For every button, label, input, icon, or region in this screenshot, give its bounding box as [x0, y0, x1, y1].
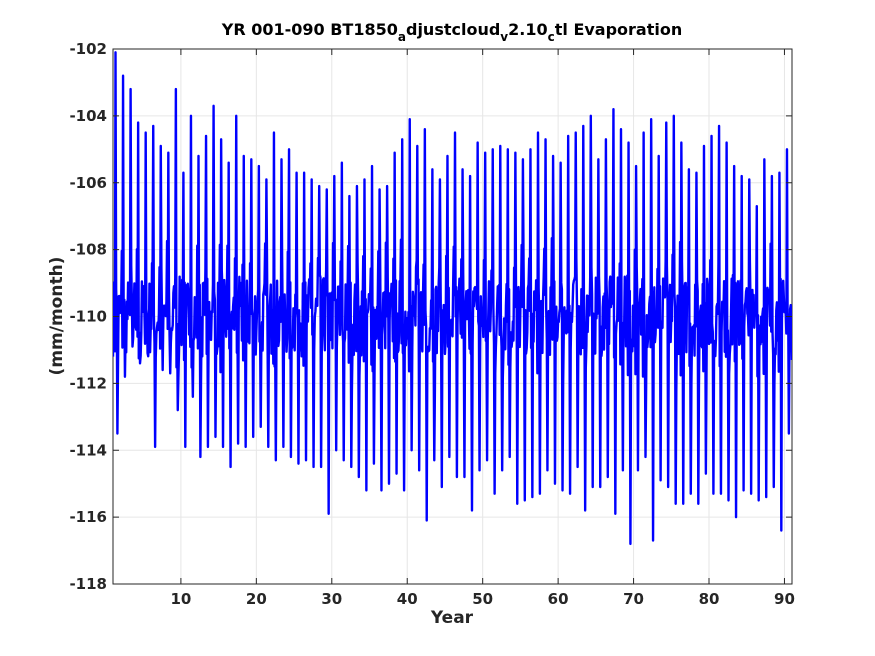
title-part-3: 2.10 — [508, 20, 547, 39]
title-part-1: YR 001-090 BT1850 — [221, 20, 398, 39]
x-tick-label: 80 — [699, 590, 720, 608]
y-axis-title: (mm/month) — [47, 257, 67, 376]
x-axis-title: Year — [430, 608, 474, 628]
y-tick-label: -104 — [69, 107, 107, 125]
x-tick-label: 30 — [321, 590, 342, 608]
title-sub-3: c — [548, 30, 555, 44]
y-tick-label: -114 — [69, 441, 107, 459]
x-tick-label: 50 — [472, 590, 493, 608]
x-tick-label: 60 — [548, 590, 569, 608]
title-part-4: tl Evaporation — [555, 20, 683, 39]
x-axis: 10 20 30 40 50 60 70 80 90 — [170, 49, 795, 608]
y-tick-label: -108 — [69, 241, 107, 259]
y-axis: -118 -116 -114 -112 -110 -108 -106 -104 -102 — [69, 40, 792, 593]
title-sub-2: v — [500, 30, 508, 44]
evaporation-series-line — [113, 51, 792, 546]
x-tick-label: 40 — [397, 590, 418, 608]
x-tick-label: 10 — [170, 590, 191, 608]
x-tick-label: 90 — [774, 590, 795, 608]
title-part-2: djustcloud — [406, 20, 500, 39]
title-sub-1: a — [398, 30, 406, 44]
y-tick-label: -110 — [69, 308, 107, 326]
y-tick-label: -116 — [69, 508, 107, 526]
y-tick-label: -112 — [69, 374, 107, 392]
y-tick-label: -102 — [69, 40, 107, 58]
y-tick-label: -118 — [69, 575, 107, 593]
chart-title: YR 001-090 BT1850adjustcloudv2.10ctl Eva… — [221, 20, 683, 44]
x-tick-label: 70 — [623, 590, 644, 608]
y-tick-label: -106 — [69, 174, 107, 192]
x-tick-label: 20 — [246, 590, 267, 608]
